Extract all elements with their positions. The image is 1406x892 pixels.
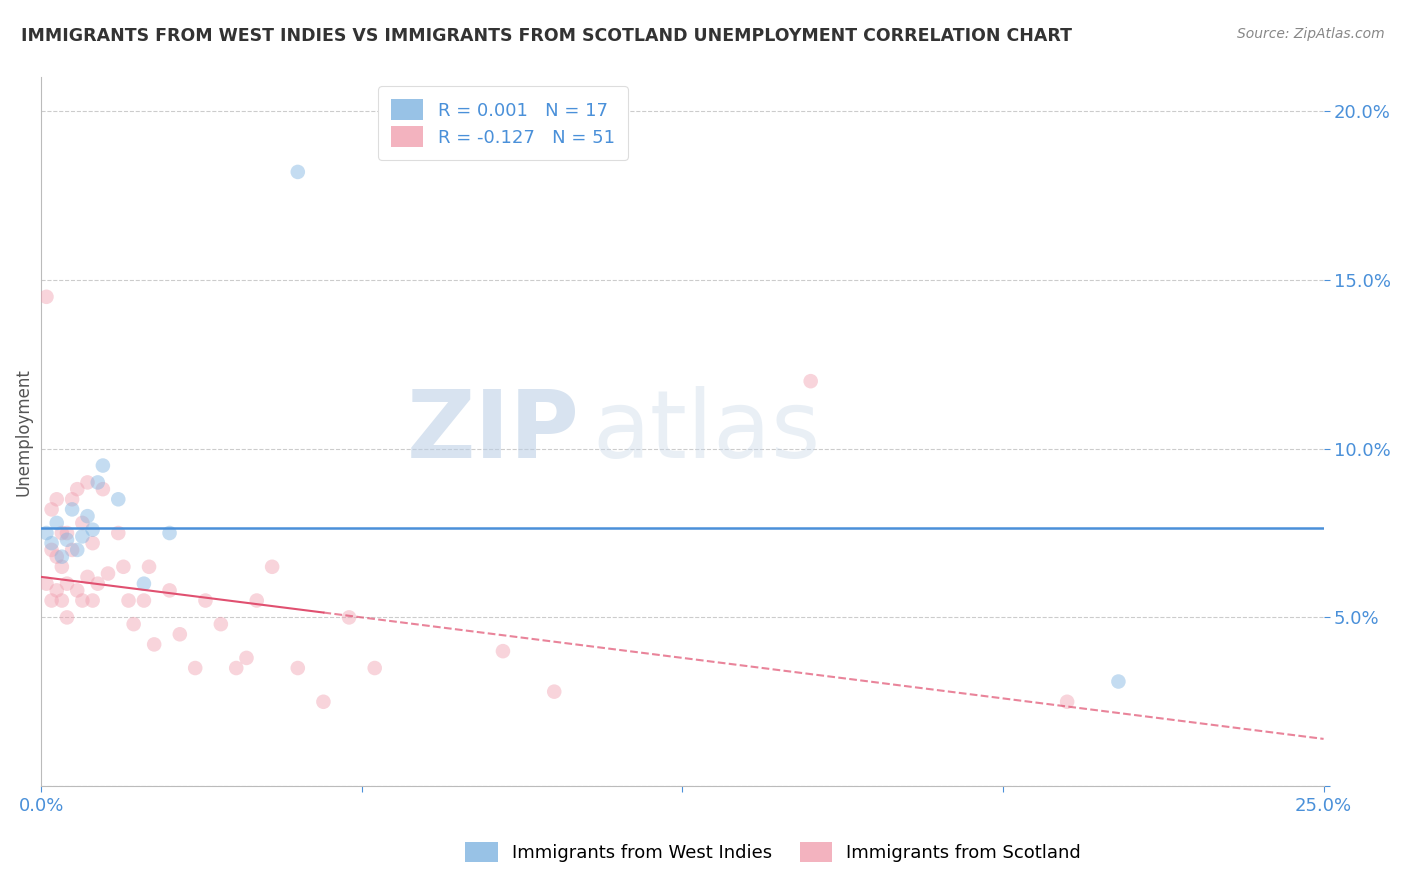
Point [41,542,63,557]
Point [87,475,110,490]
Point [132,576,155,591]
Point [45,583,67,598]
Point [56,576,79,591]
Point [87,576,110,591]
Point [51,559,73,574]
Point [41,502,63,516]
Point [132,593,155,607]
Point [72,516,94,530]
Point [51,549,73,564]
Point [82,593,104,607]
Point [35,526,58,541]
Legend: R = 0.001   N = 17, R = -0.127   N = 51: R = 0.001 N = 17, R = -0.127 N = 51 [378,87,627,160]
Point [45,516,67,530]
Point [169,627,191,641]
Point [82,523,104,537]
Point [76,475,98,490]
Point [72,529,94,543]
Point [159,583,181,598]
Point [209,617,232,632]
Point [72,593,94,607]
Point [56,533,79,547]
Text: Source: ZipAtlas.com: Source: ZipAtlas.com [1237,27,1385,41]
Point [76,570,98,584]
Text: IMMIGRANTS FROM WEST INDIES VS IMMIGRANTS FROM SCOTLAND UNEMPLOYMENT CORRELATION: IMMIGRANTS FROM WEST INDIES VS IMMIGRANT… [21,27,1073,45]
Point [45,549,67,564]
Point [91,482,114,496]
Point [235,651,257,665]
Text: ZIP: ZIP [406,386,579,478]
Point [66,542,89,557]
Point [800,374,823,388]
Point [112,559,135,574]
Point [60,542,83,557]
Point [41,536,63,550]
Point [312,695,335,709]
Point [262,559,284,574]
Point [1107,674,1129,689]
Point [41,593,63,607]
Legend: Immigrants from West Indies, Immigrants from Scotland: Immigrants from West Indies, Immigrants … [458,834,1088,870]
Point [122,617,145,632]
Point [66,482,89,496]
Point [246,593,269,607]
Point [337,610,360,624]
Y-axis label: Unemployment: Unemployment [15,368,32,496]
Point [364,661,387,675]
Point [287,165,309,179]
Point [225,661,247,675]
Point [51,593,73,607]
Point [143,637,166,651]
Point [35,290,58,304]
Point [492,644,515,658]
Point [51,526,73,541]
Point [543,684,565,698]
Point [60,502,83,516]
Text: atlas: atlas [593,386,821,478]
Point [117,593,139,607]
Point [107,526,129,541]
Point [184,661,207,675]
Point [97,566,120,581]
Point [82,536,104,550]
Point [45,492,67,507]
Point [91,458,114,473]
Point [66,583,89,598]
Point [194,593,217,607]
Point [159,526,181,541]
Point [138,559,160,574]
Point [56,610,79,624]
Point [60,492,83,507]
Point [35,576,58,591]
Point [76,509,98,524]
Point [107,492,129,507]
Point [56,526,79,541]
Point [287,661,309,675]
Point [1056,695,1078,709]
